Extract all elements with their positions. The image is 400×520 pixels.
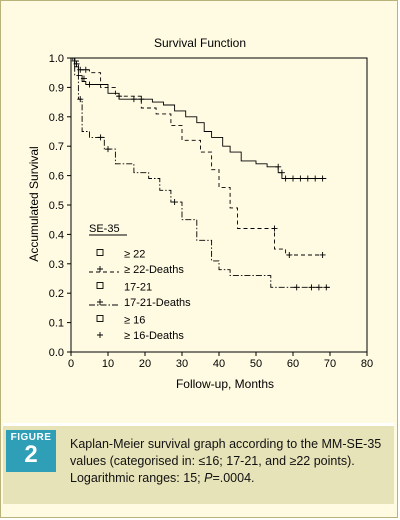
censor-mark	[308, 284, 315, 291]
x-tick-label: 20	[139, 358, 151, 370]
x-tick-label: 40	[213, 358, 225, 370]
censor-mark	[319, 175, 326, 182]
legend-square-symbol	[96, 315, 104, 322]
y-tick-label: 1.0	[49, 53, 64, 65]
censor-mark	[297, 175, 304, 182]
caption-band	[3, 423, 394, 504]
x-tick-label: 50	[250, 358, 262, 370]
censor-mark	[282, 175, 289, 182]
chart-title: Survival Function	[154, 36, 246, 50]
censor-mark	[312, 175, 319, 182]
x-tick-label: 0	[68, 358, 74, 370]
legend-entry: ≥ 16	[124, 315, 145, 327]
legend-entry: ≥ 22	[124, 249, 145, 261]
chart-legend: SE-35 ≥ 22 ≥ 22-Deaths 17-21 17-21-Deaths ≥ 1…	[89, 223, 191, 342]
figure-tag-label: FIGURE	[10, 432, 52, 443]
censor-mark	[271, 225, 278, 232]
y-tick-label: 0.6	[49, 171, 64, 183]
y-tick-label: 0.7	[49, 141, 64, 153]
chart-series-layer	[71, 57, 330, 291]
legend-square-symbol	[96, 249, 104, 256]
figure-caption: Kaplan-Meier survival graph according to…	[70, 437, 382, 485]
survival-chart: Survival Function 0 10 20 30 40 50 60 70 80 0.0 0.…	[27, 36, 373, 391]
censor-mark	[286, 251, 293, 258]
x-tick-label: 60	[287, 358, 299, 370]
figure-tag-number: 2	[24, 441, 38, 468]
x-tick-label: 80	[361, 358, 373, 370]
y-tick-label: 0.2	[49, 288, 64, 300]
legend-square-symbol	[96, 282, 104, 289]
x-tick-label: 10	[102, 358, 114, 370]
y-tick-label: 0.1	[49, 318, 64, 330]
censor-mark	[171, 199, 178, 206]
x-tick-label: 70	[324, 358, 336, 370]
y-tick-label: 0.8	[49, 112, 64, 124]
censor-mark	[315, 284, 322, 291]
chart-axes: 0 10 20 30 40 50 60 70 80 0.0 0.1 0.2 0.3 0.4 0.5 0.6 0.…	[49, 53, 373, 370]
legend-entry: 17-21-Deaths	[124, 297, 191, 309]
legend-entry: ≥ 22-Deaths	[124, 264, 184, 276]
x-tick-label: 30	[176, 358, 188, 370]
legend-plus-symbol	[97, 266, 103, 272]
series-line-2	[71, 57, 323, 256]
censor-mark	[77, 96, 84, 103]
y-tick-label: 0.4	[49, 229, 64, 241]
censor-mark	[97, 134, 104, 141]
censor-mark	[105, 146, 111, 153]
censor-mark	[86, 81, 93, 88]
censor-mark	[275, 163, 282, 170]
plot-area-frame	[70, 57, 368, 353]
censor-mark	[116, 93, 123, 100]
series-line-3	[71, 57, 330, 288]
y-tick-label: 0.9	[49, 82, 64, 94]
y-axis-label: Accumulated Survival	[27, 146, 41, 261]
legend-plus-symbol	[97, 332, 103, 338]
legend-entry: ≥ 16-Deaths	[124, 330, 184, 342]
legend-title: SE-35	[89, 223, 120, 235]
series-line-1	[71, 57, 327, 179]
x-axis-label: Follow-up, Months	[176, 377, 274, 391]
y-tick-label: 0.5	[49, 200, 64, 212]
censor-mark	[293, 284, 300, 291]
censor-mark	[319, 251, 326, 258]
censor-mark	[80, 75, 87, 82]
censor-mark	[278, 169, 285, 176]
y-tick-label: 0.0	[49, 347, 64, 359]
censor-mark	[304, 175, 311, 182]
figure-tag: FIGURE 2	[6, 430, 56, 472]
y-tick-label: 0.3	[49, 259, 64, 271]
legend-plus-symbol	[97, 299, 103, 305]
censor-mark	[130, 96, 137, 103]
legend-entry: 17-21	[124, 282, 152, 294]
censor-mark	[323, 284, 330, 291]
censor-mark	[290, 175, 296, 182]
censor-mark	[82, 66, 89, 73]
